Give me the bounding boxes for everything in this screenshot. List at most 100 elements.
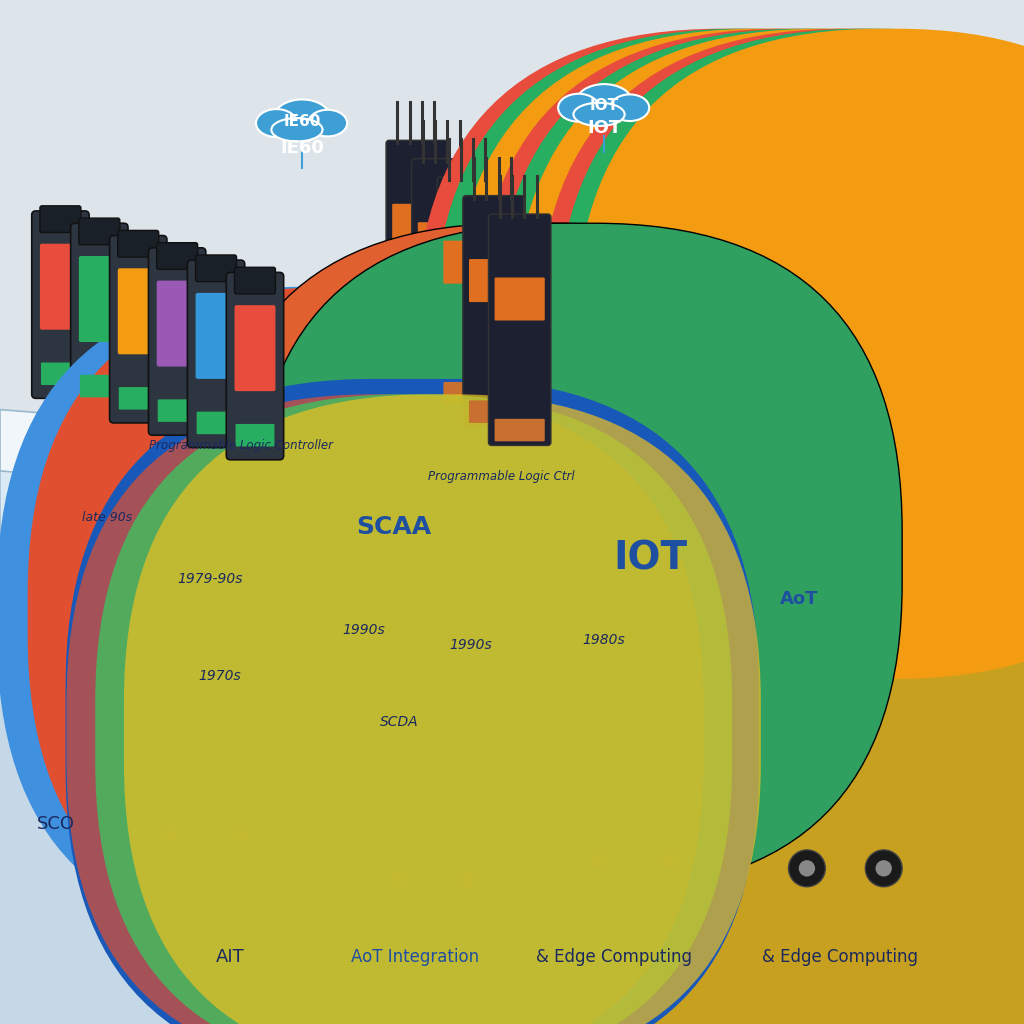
Ellipse shape [271, 118, 323, 141]
Text: Programmable Logic Controller: Programmable Logic Controller [148, 439, 333, 452]
Text: AoT Integration: AoT Integration [350, 948, 479, 967]
Text: & Edge Computing: & Edge Computing [762, 948, 918, 967]
Circle shape [391, 871, 408, 888]
FancyBboxPatch shape [412, 159, 474, 390]
FancyBboxPatch shape [758, 623, 782, 657]
Circle shape [865, 850, 902, 887]
FancyBboxPatch shape [110, 236, 167, 423]
FancyBboxPatch shape [777, 324, 846, 379]
FancyBboxPatch shape [816, 383, 847, 486]
FancyBboxPatch shape [85, 526, 102, 551]
FancyBboxPatch shape [196, 293, 237, 379]
FancyBboxPatch shape [226, 272, 284, 460]
FancyBboxPatch shape [495, 419, 545, 441]
FancyBboxPatch shape [66, 379, 759, 1024]
Polygon shape [0, 512, 1024, 1024]
FancyBboxPatch shape [41, 362, 80, 385]
FancyBboxPatch shape [108, 507, 144, 516]
FancyBboxPatch shape [196, 255, 237, 282]
Text: 1990s: 1990s [342, 623, 385, 637]
Circle shape [799, 860, 815, 877]
Text: 1970s: 1970s [199, 669, 242, 683]
FancyBboxPatch shape [648, 794, 697, 861]
FancyBboxPatch shape [463, 196, 525, 427]
Circle shape [458, 871, 474, 888]
Text: AoT: AoT [779, 590, 818, 608]
Circle shape [161, 825, 177, 842]
Polygon shape [26, 645, 118, 666]
FancyBboxPatch shape [85, 506, 122, 515]
FancyBboxPatch shape [727, 524, 752, 559]
Circle shape [222, 815, 259, 852]
Text: IOT: IOT [590, 98, 618, 114]
FancyBboxPatch shape [98, 472, 154, 575]
FancyBboxPatch shape [739, 403, 770, 486]
FancyBboxPatch shape [689, 379, 919, 401]
FancyBboxPatch shape [191, 485, 228, 495]
Circle shape [788, 850, 825, 887]
Circle shape [591, 853, 607, 869]
FancyBboxPatch shape [375, 830, 496, 880]
Circle shape [652, 843, 689, 880]
FancyBboxPatch shape [40, 206, 81, 232]
FancyBboxPatch shape [443, 382, 494, 404]
FancyBboxPatch shape [191, 508, 228, 517]
Text: SCAA: SCAA [356, 515, 432, 540]
FancyBboxPatch shape [849, 804, 913, 868]
FancyBboxPatch shape [819, 573, 844, 608]
Text: IOT: IOT [613, 539, 687, 578]
Ellipse shape [712, 425, 773, 456]
FancyBboxPatch shape [108, 518, 144, 527]
FancyBboxPatch shape [469, 400, 519, 423]
Text: 1979-90s: 1979-90s [177, 571, 243, 586]
FancyBboxPatch shape [819, 623, 844, 657]
Ellipse shape [558, 94, 599, 122]
FancyBboxPatch shape [119, 387, 158, 410]
Polygon shape [492, 596, 620, 635]
FancyBboxPatch shape [394, 502, 454, 547]
FancyBboxPatch shape [157, 243, 198, 269]
FancyBboxPatch shape [513, 29, 1024, 679]
FancyBboxPatch shape [710, 480, 862, 505]
Text: IOT: IOT [587, 119, 622, 137]
Polygon shape [512, 451, 1024, 635]
FancyBboxPatch shape [788, 573, 813, 608]
FancyBboxPatch shape [191, 540, 209, 564]
Circle shape [330, 642, 340, 652]
Ellipse shape [308, 110, 347, 136]
FancyBboxPatch shape [85, 483, 122, 493]
FancyBboxPatch shape [433, 29, 1024, 679]
Ellipse shape [573, 102, 625, 126]
FancyBboxPatch shape [79, 256, 120, 342]
FancyBboxPatch shape [218, 496, 255, 505]
FancyBboxPatch shape [714, 499, 858, 674]
Text: late 90s: late 90s [82, 511, 133, 523]
FancyBboxPatch shape [108, 496, 144, 505]
FancyBboxPatch shape [40, 244, 81, 330]
FancyBboxPatch shape [392, 786, 432, 813]
FancyBboxPatch shape [165, 486, 202, 496]
Polygon shape [0, 410, 512, 512]
Polygon shape [502, 517, 609, 596]
FancyBboxPatch shape [758, 573, 782, 608]
FancyBboxPatch shape [727, 623, 752, 657]
FancyBboxPatch shape [37, 679, 67, 709]
FancyBboxPatch shape [182, 473, 238, 577]
FancyBboxPatch shape [157, 281, 198, 367]
FancyBboxPatch shape [209, 483, 264, 587]
Text: AIT: AIT [216, 948, 245, 967]
Circle shape [151, 815, 187, 852]
FancyBboxPatch shape [418, 364, 468, 386]
Text: SCO: SCO [37, 815, 76, 834]
FancyBboxPatch shape [191, 519, 228, 528]
FancyBboxPatch shape [366, 680, 459, 778]
FancyBboxPatch shape [124, 394, 761, 1024]
FancyBboxPatch shape [476, 29, 1024, 679]
FancyBboxPatch shape [216, 769, 271, 834]
FancyBboxPatch shape [556, 482, 1024, 1024]
Text: SCDA: SCDA [380, 715, 419, 729]
FancyBboxPatch shape [80, 375, 119, 397]
FancyBboxPatch shape [62, 514, 80, 539]
FancyBboxPatch shape [495, 29, 1024, 679]
FancyBboxPatch shape [437, 177, 500, 409]
